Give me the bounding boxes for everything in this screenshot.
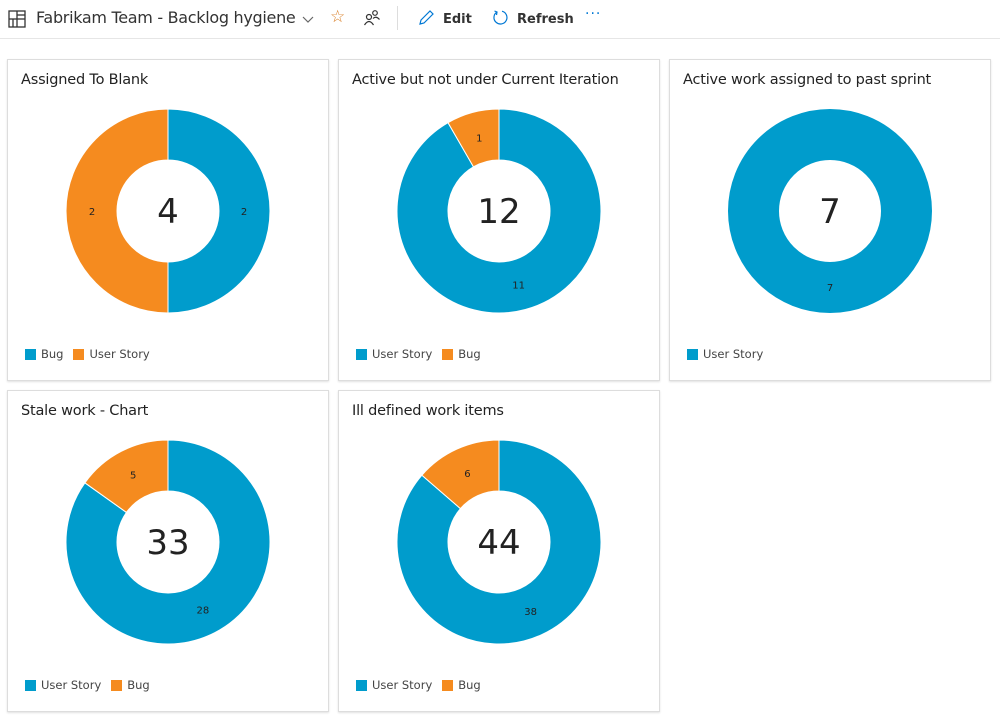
legend-swatch <box>111 679 123 691</box>
slice-value-label: 1 <box>476 134 482 145</box>
legend-swatch <box>25 679 36 691</box>
legend-label: Bug <box>458 678 481 692</box>
chart-legend: User Story <box>687 347 763 361</box>
donut-slice-user-story[interactable] <box>728 109 932 313</box>
donut-slice-user-story[interactable] <box>396 439 602 645</box>
chart-legend: User Story Bug <box>356 347 481 361</box>
widget-card[interactable]: Active but not under Current Iteration 11… <box>338 59 660 381</box>
donut-slice-bug[interactable] <box>167 108 271 314</box>
legend-item[interactable]: User Story <box>687 347 763 361</box>
donut-slice-bug[interactable] <box>447 108 500 168</box>
slice-value-label: 28 <box>196 606 209 617</box>
legend-label: Bug <box>41 347 64 361</box>
donut-slice-bug[interactable] <box>84 439 169 514</box>
legend-swatch <box>442 679 454 691</box>
legend-label: User Story <box>89 347 150 361</box>
dashboard-header: Fabrikam Team - Backlog hygiene ☆ Edit R… <box>0 0 1000 39</box>
legend-label: Bug <box>127 678 150 692</box>
slice-value-label: 2 <box>89 207 95 218</box>
slice-value-label: 5 <box>130 470 136 481</box>
edit-label: Edit <box>443 12 472 27</box>
slice-value-label: 11 <box>512 280 525 291</box>
chart-legend: Bug User Story <box>25 347 150 361</box>
legend-swatch <box>687 348 698 360</box>
refresh-button[interactable]: Refresh <box>492 9 574 30</box>
widget-title: Ill defined work items <box>352 403 504 419</box>
dashboard-title[interactable]: Fabrikam Team - Backlog hygiene <box>36 8 296 27</box>
total-count[interactable]: 33 <box>146 523 189 563</box>
slice-value-label: 38 <box>524 607 537 618</box>
legend-label: Bug <box>458 347 481 361</box>
legend-item[interactable]: User Story <box>356 347 432 361</box>
legend-swatch <box>25 348 36 360</box>
legend-item[interactable]: User Story <box>356 678 432 692</box>
donut-chart: 77 <box>728 109 932 313</box>
legend-swatch <box>73 348 85 360</box>
slice-value-label: 7 <box>827 283 833 294</box>
widget-card[interactable]: Active work assigned to past sprint 7 7 Use… <box>669 59 991 381</box>
donut-chart: 38 6 44 <box>396 439 602 645</box>
legend-swatch <box>356 679 367 691</box>
divider <box>397 6 398 30</box>
donut-chart: 28 5 33 <box>65 439 271 645</box>
chevron-down-icon[interactable] <box>302 10 314 29</box>
widget-title: Active but not under Current Iteration <box>352 72 619 88</box>
total-count[interactable]: 12 <box>477 192 520 232</box>
more-icon[interactable]: ··· <box>585 6 602 22</box>
donut-slice-bug[interactable] <box>421 439 500 510</box>
legend-item[interactable]: Bug <box>111 678 150 692</box>
edit-button[interactable]: Edit <box>418 9 472 30</box>
legend-label: User Story <box>41 678 102 692</box>
chart-legend: User Story Bug <box>356 678 481 692</box>
legend-swatch <box>356 348 367 360</box>
chart-legend: User Story Bug <box>25 678 150 692</box>
star-icon[interactable]: ☆ <box>330 7 346 27</box>
legend-label: User Story <box>372 347 433 361</box>
widget-card[interactable]: Stale work - Chart 28 5 33 User Story Bug <box>7 390 329 712</box>
total-count[interactable]: 4 <box>157 192 179 232</box>
refresh-icon <box>492 9 509 30</box>
dashboard-icon <box>8 10 26 32</box>
donut-slice-user-story[interactable] <box>65 108 169 314</box>
legend-item[interactable]: User Story <box>25 678 101 692</box>
widget-card[interactable]: Ill defined work items 38 6 44 User Story Bug <box>338 390 660 712</box>
donut-slice-user-story[interactable] <box>65 439 271 645</box>
widget-title: Stale work - Chart <box>21 403 149 419</box>
slice-value-label: 2 <box>241 207 247 218</box>
legend-swatch <box>442 348 454 360</box>
refresh-label: Refresh <box>517 12 574 27</box>
total-count[interactable]: 7 <box>819 192 841 232</box>
pencil-icon <box>418 9 435 30</box>
legend-label: User Story <box>372 678 433 692</box>
donut-slice-user-story[interactable] <box>396 108 602 314</box>
widget-title: Assigned To Blank <box>21 72 149 88</box>
donut-chart: 2 2 4 <box>65 108 271 314</box>
legend-item[interactable]: Bug <box>442 678 481 692</box>
total-count[interactable]: 44 <box>477 523 520 563</box>
widget-title: Active work assigned to past sprint <box>683 72 932 88</box>
legend-item[interactable]: Bug <box>25 347 63 361</box>
legend-item[interactable]: User Story <box>73 347 150 361</box>
widget-card[interactable]: Assigned To Blank 2 2 4 Bug User Story <box>7 59 329 381</box>
slice-value-label: 6 <box>464 469 470 480</box>
team-icon[interactable] <box>363 9 381 31</box>
legend-label: User Story <box>703 347 764 361</box>
legend-item[interactable]: Bug <box>442 347 481 361</box>
